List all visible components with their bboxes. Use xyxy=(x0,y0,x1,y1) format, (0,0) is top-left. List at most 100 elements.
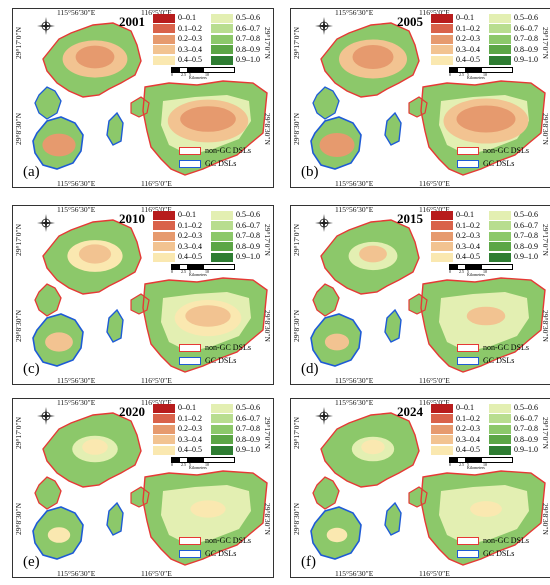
coordinate-label: 116°5′0″E xyxy=(419,179,450,188)
map-canvas xyxy=(32,22,268,176)
legend-item: 0.9–1.0 xyxy=(211,55,260,65)
legend-label: 0.3–0.4 xyxy=(178,44,202,54)
map-panel-2001: 115°56′30″E 116°5′0″E 115°56′30″E 116°5′0″E… xyxy=(12,8,274,188)
non-gc-boundary-north xyxy=(42,22,142,98)
legend-swatch xyxy=(489,445,511,455)
core-southwest xyxy=(47,527,71,543)
legend-item: 0.8–0.9 xyxy=(211,435,260,445)
legend-item: 0.6–0.7 xyxy=(489,24,538,34)
legend-swatch xyxy=(211,24,233,34)
legend-label: 0.4–0.5 xyxy=(456,252,480,261)
scale-tick: 5 xyxy=(467,269,469,274)
legend-label: 0.2–0.3 xyxy=(178,231,202,240)
boundary-legend: non-GC DSLs GC DSLs xyxy=(457,144,529,170)
legend-label: 0.3–0.4 xyxy=(456,44,480,54)
scale-bar: 0 2.5 5 10 Kilometers xyxy=(449,457,513,470)
boundary-label: GC DSLs xyxy=(483,356,515,365)
scale-tick: 5 xyxy=(189,462,191,467)
coordinate-label: 115°56′30″E xyxy=(335,205,374,214)
coordinate-label: 29°17′0″N xyxy=(263,27,272,59)
legend-swatch xyxy=(153,414,175,424)
non-gc-boundary-east xyxy=(142,277,268,373)
scale-tick: 5 xyxy=(189,72,191,77)
legend-swatch xyxy=(431,210,453,220)
legend-label: 0.7–0.8 xyxy=(236,231,260,240)
coordinate-label: 116°5′0″E xyxy=(419,205,450,214)
legend-item: 0.2–0.3 xyxy=(431,424,480,434)
legend-item: 0.4–0.5 xyxy=(431,55,480,65)
gc-boundary-southwest xyxy=(310,313,362,367)
legend-swatch xyxy=(211,13,233,23)
non-gc-legend-item: non-GC DSLs xyxy=(179,341,251,354)
core-north xyxy=(361,439,385,455)
legend-item: 0.7–0.8 xyxy=(211,424,260,434)
non-gc-boundary-east xyxy=(420,470,546,566)
boundary-swatch xyxy=(179,356,201,365)
legend-label: 0.2–0.3 xyxy=(456,34,480,43)
non-gc-legend-item: non-GC DSLs xyxy=(179,534,251,547)
legend-label: 0.9–1.0 xyxy=(236,55,260,64)
non-gc-boundary-north xyxy=(320,22,420,98)
non-gc-boundary-north xyxy=(42,219,142,295)
legend-label: 0.6–0.7 xyxy=(236,220,260,230)
legend-swatch xyxy=(431,55,453,65)
legend-swatch xyxy=(211,242,233,252)
boundary-swatch xyxy=(179,159,201,168)
boundary-label: non-GC DSLs xyxy=(205,536,252,545)
non-gc-boundary-east xyxy=(420,80,546,176)
coordinate-label: 29°8′30″N xyxy=(541,503,550,535)
legend-label: 0.9–1.0 xyxy=(236,252,260,261)
legend-label: 0–0.1 xyxy=(178,403,196,412)
legend-item: 0.7–0.8 xyxy=(489,34,538,44)
scale-unit: Kilometers xyxy=(467,272,485,277)
legend-swatch xyxy=(489,221,511,231)
legend-item: 0.4–0.5 xyxy=(431,252,480,262)
legend-item: 0–0.1 xyxy=(431,403,474,413)
legend-item: 0.3–0.4 xyxy=(153,242,202,252)
legend-swatch xyxy=(211,403,233,413)
scale-tick: 2.5 xyxy=(181,462,186,467)
coordinate-label: 29°17′0″N xyxy=(292,417,301,449)
legend-swatch xyxy=(211,55,233,65)
legend-item: 0.9–1.0 xyxy=(489,445,538,455)
legend-label: 0.3–0.4 xyxy=(178,241,202,251)
legend-label: 0.2–0.3 xyxy=(456,424,480,433)
scale-tick: 10 xyxy=(205,462,209,467)
coordinate-label: 29°8′30″N xyxy=(14,310,23,342)
coordinate-label: 115°56′30″E xyxy=(57,569,96,578)
legend-item: 0.3–0.4 xyxy=(431,45,480,55)
scale-segment xyxy=(481,67,513,73)
legend-swatch xyxy=(211,45,233,55)
non-gc-boundary-north xyxy=(320,412,420,488)
boundary-label: GC DSLs xyxy=(483,549,515,558)
non-gc-boundary-east xyxy=(420,277,546,373)
coordinate-label: 29°17′0″N xyxy=(292,27,301,59)
coordinate-label: 29°8′30″N xyxy=(263,503,272,535)
legend-item: 0.5–0.6 xyxy=(211,210,260,220)
legend-label: 0.6–0.7 xyxy=(236,23,260,33)
legend-swatch xyxy=(431,414,453,424)
gc-legend-item: GC DSLs xyxy=(179,547,251,560)
legend-item: 0.9–1.0 xyxy=(211,252,260,262)
gc-boundary-southwest xyxy=(32,506,84,560)
boundary-label: GC DSLs xyxy=(483,159,515,168)
coordinate-label: 115°56′30″E xyxy=(57,398,96,407)
gc-legend-item: GC DSLs xyxy=(457,157,529,170)
gc-boundary-southwest xyxy=(310,116,362,170)
legend-item: 0.3–0.4 xyxy=(153,45,202,55)
scale-bar: 0 2.5 5 10 Kilometers xyxy=(171,264,235,277)
legend-label: 0.7–0.8 xyxy=(236,424,260,433)
legend-item: 0.2–0.3 xyxy=(153,231,202,241)
gc-legend-item: GC DSLs xyxy=(457,547,529,560)
legend-item: 0.7–0.8 xyxy=(489,424,538,434)
legend-swatch xyxy=(489,210,511,220)
land-westStrip xyxy=(313,87,339,119)
legend-swatch xyxy=(489,242,511,252)
legend-label: 0.9–1.0 xyxy=(514,55,538,64)
coordinate-label: 29°17′0″N xyxy=(541,224,550,256)
coordinate-label: 115°56′30″E xyxy=(335,8,374,17)
non-gc-legend-item: non-GC DSLs xyxy=(457,341,529,354)
year-label: 2020 xyxy=(119,404,145,419)
gc-legend-item: GC DSLs xyxy=(179,354,251,367)
core-southwest xyxy=(42,133,76,157)
